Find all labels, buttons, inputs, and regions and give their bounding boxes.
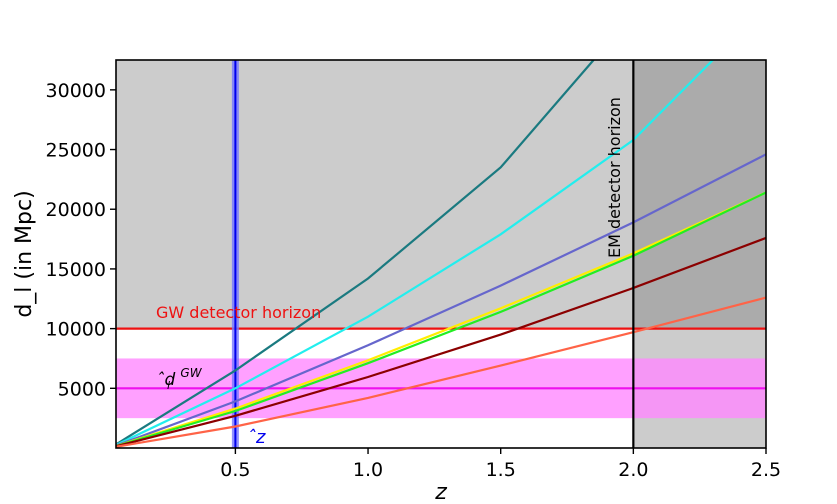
y-axis-label: d_l (in Mpc): [12, 190, 37, 317]
x-tick-label: 1.5: [486, 459, 516, 481]
x-tick-label: 2.5: [751, 459, 781, 481]
shaded-region-overlap: [633, 60, 766, 329]
series-line-3: [116, 191, 766, 448]
dl-gw-label: ˆd GW: [156, 366, 203, 390]
y-axis-ticks: 5000 10000 15000 20000 25000 30000: [46, 80, 116, 400]
dl-gw-label-sub: l: [167, 379, 170, 392]
em-horizon-label: EM detector horizon: [605, 97, 624, 258]
z-hat-label: ˆz: [247, 427, 266, 448]
x-tick-label: 0.5: [220, 459, 250, 481]
x-axis-label: z: [434, 480, 447, 504]
series-line-2: [116, 153, 766, 447]
y-tick-label: 15000: [46, 259, 106, 281]
y-tick-label: 5000: [58, 378, 106, 400]
shaded-regions: [116, 60, 766, 448]
x-tick-label: 1.0: [353, 459, 383, 481]
series-line-5: [116, 236, 766, 448]
x-tick-label: 2.0: [618, 459, 648, 481]
data-series: [116, 60, 766, 448]
y-tick-label: 10000: [46, 319, 106, 341]
series-line-0: [116, 60, 595, 446]
y-tick-label: 30000: [46, 80, 106, 102]
reference-lines: [116, 60, 766, 448]
dl-gw-label-main: ˆd: [156, 370, 176, 390]
series-line-6: [116, 296, 766, 448]
series-line-4: [116, 191, 766, 448]
dl-gw-label-sup: GW: [180, 366, 202, 380]
x-axis-ticks: 0.5 1.0 1.5 2.0 2.5: [220, 448, 781, 481]
y-tick-label: 25000: [46, 140, 106, 162]
plot-frame: [115, 59, 767, 449]
gw-horizon-label: GW detector horizon: [156, 303, 321, 322]
y-tick-label: 20000: [46, 199, 106, 221]
series-line-1: [116, 60, 714, 446]
